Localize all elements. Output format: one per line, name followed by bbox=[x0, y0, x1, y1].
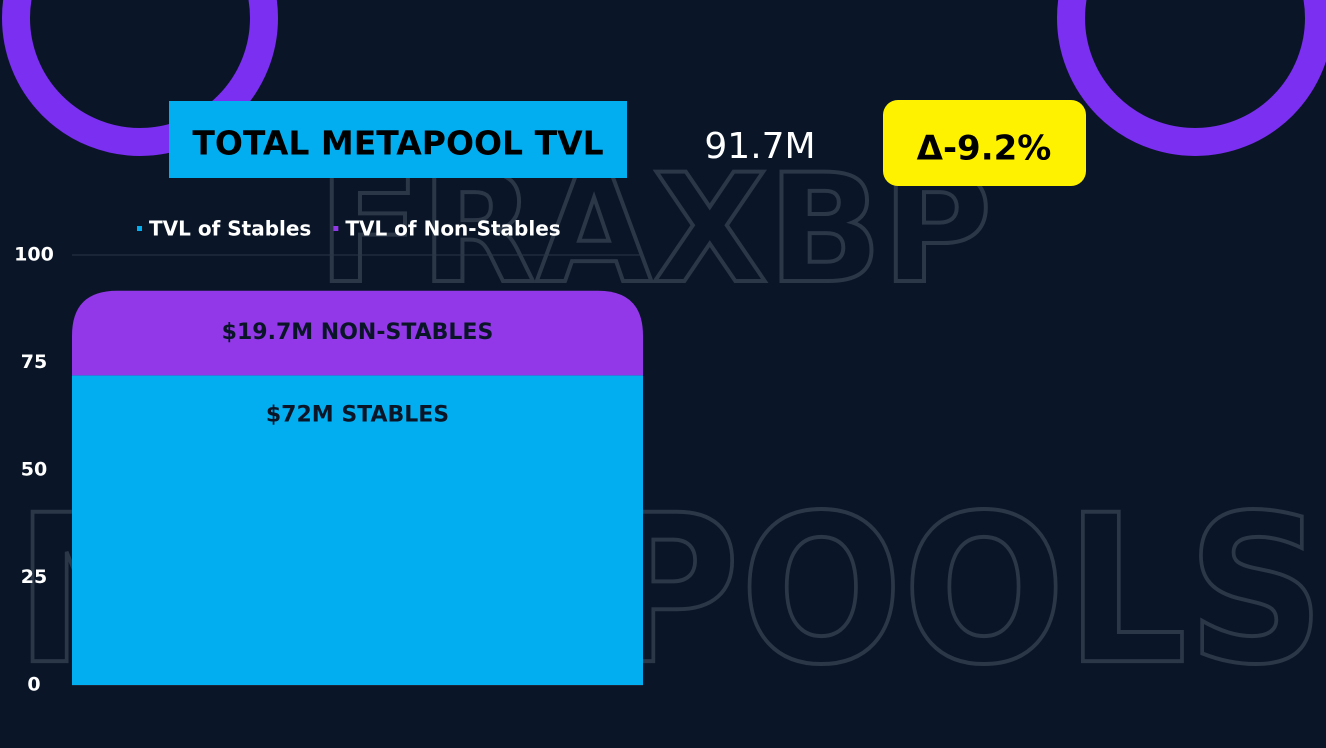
decor-arc bbox=[2, 0, 278, 156]
y-tick-label: 0 bbox=[27, 674, 40, 696]
bar-segment bbox=[72, 375, 643, 685]
y-tick-label: 25 bbox=[21, 566, 47, 588]
chart-title: TOTAL METAPOOL TVL bbox=[192, 124, 603, 163]
change-box bbox=[883, 100, 1086, 186]
legend-swatch bbox=[137, 226, 142, 231]
bar-segment bbox=[72, 290, 643, 376]
y-tick-label: 50 bbox=[21, 459, 47, 481]
title-box bbox=[169, 101, 627, 178]
legend-label: TVL of Non-Stables bbox=[345, 217, 560, 241]
legend-label: TVL of Stables bbox=[149, 217, 311, 241]
change-value: Δ-9.2% bbox=[917, 129, 1052, 169]
y-tick-label: 75 bbox=[21, 351, 47, 373]
total-value: 91.7M bbox=[704, 126, 815, 167]
data-label: $72M STABLES bbox=[266, 402, 449, 427]
plot-area: 0 25 50 75 100 TVL of Stables TVL of Non-Stabl… bbox=[14, 217, 643, 696]
decor-arc bbox=[1057, 0, 1326, 156]
data-label: $19.7M NON-STABLES bbox=[222, 320, 494, 345]
legend-swatch bbox=[333, 226, 339, 231]
y-tick-label: 100 bbox=[14, 244, 54, 266]
